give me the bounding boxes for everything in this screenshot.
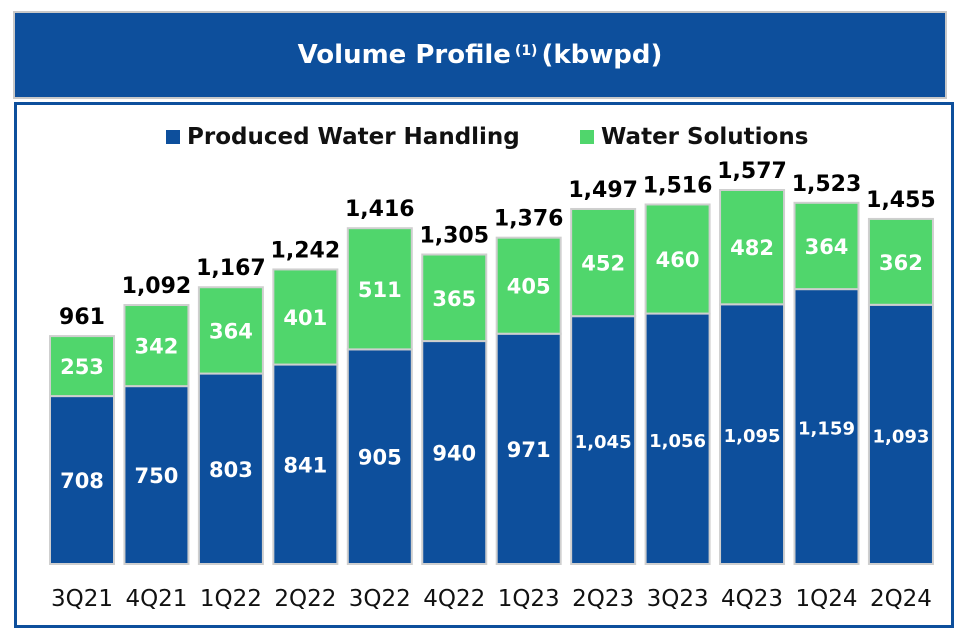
value-label-solutions-1Q24: 364 — [805, 235, 849, 259]
bar-produced-3Q21 — [49, 395, 115, 565]
total-label-2Q22: 1,242 — [271, 238, 341, 263]
chart-title-main: Volume Profile — [297, 40, 511, 70]
bar-produced-2Q22 — [272, 363, 339, 565]
bar-solutions-4Q23 — [719, 189, 786, 306]
bar-produced-1Q24 — [793, 288, 860, 565]
value-label-produced-4Q22: 940 — [432, 442, 476, 466]
total-label-4Q21: 1,092 — [122, 274, 192, 299]
total-label-3Q22: 1,416 — [345, 197, 415, 222]
x-tick-label-1Q22: 1Q22 — [200, 586, 262, 612]
total-label-4Q22: 1,305 — [419, 224, 489, 249]
legend-label-produced: Produced Water Handling — [187, 124, 520, 150]
x-tick-label-4Q21: 4Q21 — [125, 586, 187, 612]
bar-solutions-4Q21 — [123, 304, 190, 388]
value-label-solutions-4Q23: 482 — [730, 236, 774, 260]
bar-produced-4Q21 — [123, 385, 190, 565]
total-label-2Q24: 1,455 — [866, 188, 936, 213]
total-label-2Q23: 1,497 — [568, 178, 638, 203]
value-label-solutions-4Q21: 342 — [135, 335, 179, 359]
chart-title-footnote: (1) — [514, 43, 538, 59]
legend-item-produced: Produced Water Handling — [166, 124, 520, 150]
x-tick-label-3Q22: 3Q22 — [349, 586, 411, 612]
legend-swatch-produced — [166, 130, 180, 144]
legend-swatch-solutions — [580, 130, 594, 144]
x-tick-label-1Q24: 1Q24 — [795, 586, 857, 612]
bar-produced-1Q23 — [495, 332, 562, 565]
value-label-produced-3Q23: 1,056 — [649, 431, 706, 452]
bar-produced-4Q22 — [421, 340, 488, 565]
x-tick-label-4Q22: 4Q22 — [423, 586, 485, 612]
bar-solutions-2Q24 — [867, 217, 934, 306]
bar-solutions-1Q22 — [197, 286, 264, 375]
value-label-solutions-4Q22: 365 — [432, 287, 476, 311]
chart-title: Volume Profile (1) (kbwpd) — [13, 11, 947, 99]
value-label-produced-3Q22: 905 — [358, 446, 402, 470]
value-label-solutions-1Q22: 364 — [209, 319, 253, 343]
bar-solutions-4Q22 — [421, 253, 488, 343]
chart-title-unit: (kbwpd) — [541, 40, 663, 70]
value-label-produced-3Q21: 708 — [60, 469, 104, 493]
x-tick-label-4Q23: 4Q23 — [721, 586, 783, 612]
x-tick-label-2Q24: 2Q24 — [870, 586, 932, 612]
value-label-solutions-1Q23: 405 — [507, 275, 551, 299]
value-label-produced-4Q21: 750 — [135, 464, 179, 488]
value-label-produced-2Q23: 1,045 — [575, 432, 632, 453]
bar-produced-2Q24 — [867, 303, 934, 565]
value-label-produced-1Q23: 971 — [507, 438, 551, 462]
legend-label-solutions: Water Solutions — [601, 124, 809, 150]
total-label-3Q23: 1,516 — [643, 173, 713, 198]
value-label-produced-1Q24: 1,159 — [798, 419, 855, 440]
bar-produced-2Q23 — [570, 315, 637, 565]
bar-solutions-3Q23 — [644, 203, 711, 315]
x-tick-label-2Q23: 2Q23 — [572, 586, 634, 612]
value-label-solutions-3Q22: 511 — [358, 278, 402, 302]
value-label-solutions-3Q21: 253 — [60, 355, 104, 379]
total-label-1Q22: 1,167 — [196, 256, 266, 281]
value-label-solutions-2Q23: 452 — [581, 252, 625, 276]
bar-produced-3Q23 — [644, 312, 711, 566]
bar-solutions-1Q24 — [793, 201, 860, 291]
x-tick-label-3Q21: 3Q21 — [51, 586, 113, 612]
x-tick-label-3Q23: 3Q23 — [647, 586, 709, 612]
bar-solutions-3Q22 — [346, 227, 413, 351]
value-label-produced-2Q24: 1,093 — [872, 426, 929, 447]
total-label-3Q21: 961 — [59, 305, 105, 330]
total-label-4Q23: 1,577 — [717, 159, 787, 184]
x-tick-label-1Q23: 1Q23 — [498, 586, 560, 612]
bar-solutions-1Q23 — [495, 236, 562, 335]
value-label-produced-2Q22: 841 — [283, 453, 327, 477]
total-label-1Q23: 1,376 — [494, 207, 564, 232]
bar-produced-4Q23 — [719, 303, 786, 565]
x-tick-label-2Q22: 2Q22 — [274, 586, 336, 612]
value-label-solutions-3Q23: 460 — [656, 248, 700, 272]
value-label-solutions-2Q22: 401 — [283, 306, 327, 330]
value-label-solutions-2Q24: 362 — [879, 251, 923, 275]
total-label-1Q24: 1,523 — [792, 172, 862, 197]
value-label-produced-4Q23: 1,095 — [724, 426, 781, 447]
value-label-produced-1Q22: 803 — [209, 458, 253, 482]
bar-solutions-2Q23 — [570, 207, 637, 318]
legend-item-solutions: Water Solutions — [580, 124, 808, 150]
bar-solutions-2Q22 — [272, 268, 339, 366]
bar-solutions-3Q21 — [49, 335, 115, 398]
